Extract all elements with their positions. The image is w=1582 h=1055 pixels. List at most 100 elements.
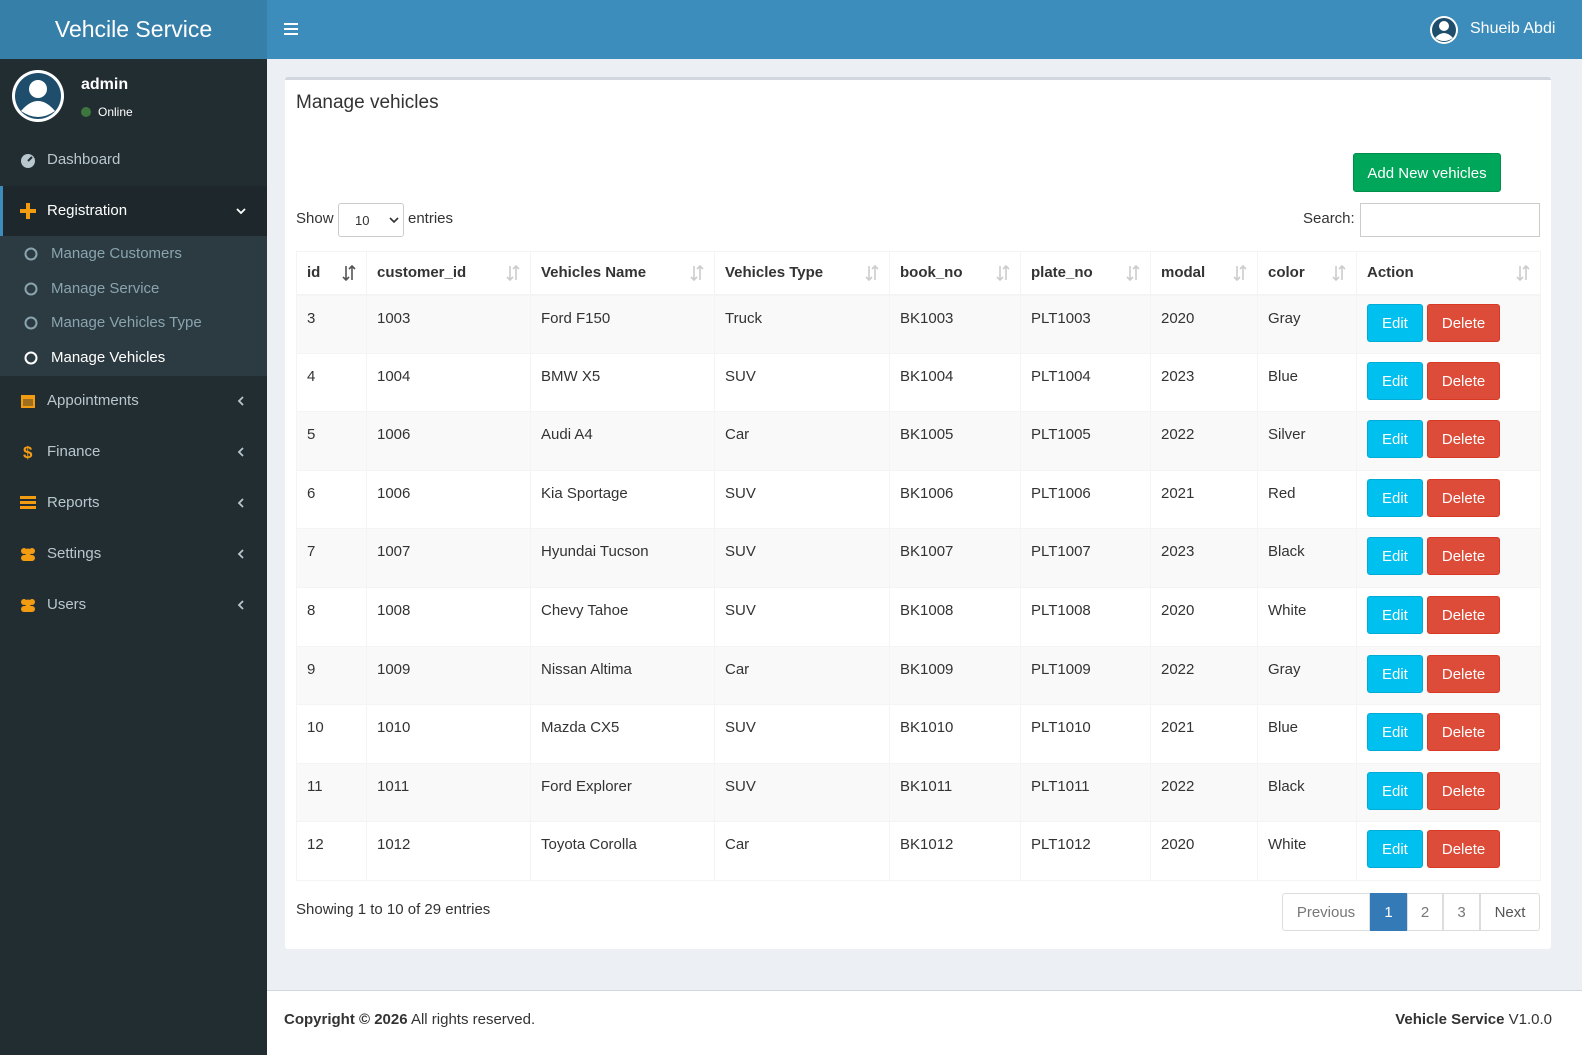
edit-button[interactable]: Edit	[1367, 713, 1423, 752]
column-header[interactable]: color	[1257, 251, 1357, 296]
menu-toggle[interactable]	[284, 23, 298, 35]
cell: BK1009	[889, 645, 1021, 706]
delete-button[interactable]: Delete	[1426, 478, 1501, 517]
menu-item[interactable]: Appointments	[0, 376, 267, 426]
column-header[interactable]: Action	[1356, 251, 1541, 296]
cell: 1010	[366, 704, 531, 764]
menu-icon	[21, 154, 35, 168]
cell: PLT1008	[1020, 586, 1151, 647]
table-row: 6 1006 Kia Sportage SUV BK1006 PLT1006 2021 Red…	[296, 469, 1541, 530]
cell: PLT1010	[1020, 704, 1151, 764]
page-button[interactable]: 2	[1407, 893, 1443, 931]
delete-button[interactable]: Delete	[1426, 713, 1501, 752]
delete-button[interactable]: Delete	[1426, 595, 1501, 634]
cell: 4	[296, 352, 367, 413]
header-row: id customer_id Vehicles Name Vehicles Type b…	[296, 251, 1541, 296]
column-header[interactable]: id	[296, 251, 367, 296]
user-name[interactable]: Shueib Abdi	[1470, 20, 1556, 37]
edit-button[interactable]: Edit	[1367, 654, 1423, 693]
menu-item[interactable]: Reports	[0, 478, 267, 528]
cell: SUV	[714, 528, 890, 588]
submenu-item[interactable]: Manage Service	[0, 271, 267, 306]
cell: 2023	[1150, 352, 1258, 413]
circle-icon	[24, 247, 38, 261]
column-header[interactable]: plate_no	[1020, 251, 1151, 296]
submenu-label: Manage Customers	[51, 245, 182, 262]
cell: SUV	[714, 352, 890, 413]
circle-icon	[24, 351, 38, 365]
delete-button[interactable]: Delete	[1426, 361, 1501, 400]
cell: Blue	[1257, 352, 1357, 413]
cell: White	[1257, 821, 1357, 881]
table-row: 12 1012 Toyota Corolla Car BK1012 PLT1012 2020…	[296, 821, 1541, 881]
page-button[interactable]: 3	[1443, 893, 1480, 931]
delete-button[interactable]: Delete	[1426, 420, 1501, 459]
column-label: id	[307, 264, 321, 282]
menu-item[interactable]: Dashboard	[0, 135, 267, 185]
version: V1.0.0	[1508, 1011, 1552, 1028]
cell: Car	[714, 645, 890, 706]
submenu-item[interactable]: Manage Customers	[0, 236, 267, 271]
menu-label: Finance	[47, 443, 101, 460]
cell: 8	[296, 586, 367, 647]
menu-item[interactable]: Finance $	[0, 427, 267, 477]
delete-button[interactable]: Delete	[1426, 303, 1501, 342]
cell: SUV	[714, 704, 890, 764]
cell: 1011	[366, 762, 531, 823]
cell: Nissan Altima	[530, 645, 715, 706]
brand[interactable]: Vehcile Service	[0, 0, 267, 59]
menu-label: Users	[47, 596, 87, 613]
column-header[interactable]: Vehicles Type	[714, 251, 890, 296]
sort-icon	[1233, 265, 1247, 281]
action-cell: Edit Delete	[1356, 762, 1541, 823]
action-cell: Edit Delete	[1356, 704, 1541, 764]
status: Online	[98, 105, 133, 119]
cell: Black	[1257, 762, 1357, 823]
edit-button[interactable]: Edit	[1367, 478, 1423, 517]
menu-item[interactable]: Settings	[0, 529, 267, 579]
menu-item[interactable]: Registration	[0, 186, 267, 236]
column-header[interactable]: book_no	[889, 251, 1021, 296]
edit-button[interactable]: Edit	[1367, 303, 1423, 342]
cell: 1006	[366, 411, 531, 471]
delete-button[interactable]: Delete	[1426, 771, 1501, 810]
edit-button[interactable]: Edit	[1367, 537, 1423, 576]
table-row: 11 1011 Ford Explorer SUV BK1011 PLT1011 2022 B…	[296, 762, 1541, 823]
edit-button[interactable]: Edit	[1367, 595, 1423, 634]
sidebar: admin Online Dashboard Registration Manage…	[0, 59, 267, 1055]
admin-name: admin	[81, 76, 129, 93]
page-button[interactable]: 1	[1370, 893, 1407, 931]
add-button[interactable]: Add New vehicles	[1353, 153, 1501, 192]
table-row: 8 1008 Chevy Tahoe SUV BK1008 PLT1008 2020 Whit…	[296, 586, 1541, 647]
cell: Ford F150	[530, 294, 715, 354]
edit-button[interactable]: Edit	[1367, 771, 1423, 810]
menu-item[interactable]: Users	[0, 580, 267, 630]
column-label: Vehicles Type	[725, 264, 824, 282]
cell: 2022	[1150, 762, 1258, 823]
page-button[interactable]: Next	[1480, 893, 1540, 931]
cell: 1009	[366, 645, 531, 706]
edit-button[interactable]: Edit	[1367, 830, 1423, 869]
app-name: Vehicle Service	[1395, 1011, 1505, 1028]
submenu-item[interactable]: Manage Vehicles	[0, 340, 267, 375]
cell: BK1012	[889, 821, 1021, 881]
delete-button[interactable]: Delete	[1426, 654, 1501, 693]
delete-button[interactable]: Delete	[1426, 537, 1501, 576]
column-header[interactable]: customer_id	[366, 251, 531, 296]
edit-button[interactable]: Edit	[1367, 420, 1423, 459]
action-cell: Edit Delete	[1356, 645, 1541, 706]
cell: 1004	[366, 352, 531, 413]
column-header[interactable]: Vehicles Name	[530, 251, 715, 296]
submenu-item[interactable]: Manage Vehicles Type	[0, 305, 267, 340]
menu-icon	[20, 496, 36, 509]
column-label: customer_id	[377, 264, 467, 282]
column-header[interactable]: modal	[1150, 251, 1258, 296]
table-row: 7 1007 Hyundai Tucson SUV BK1007 PLT1007 2023 B…	[296, 528, 1541, 588]
search-input[interactable]	[1360, 203, 1540, 237]
delete-button[interactable]: Delete	[1426, 830, 1501, 869]
edit-button[interactable]: Edit	[1367, 361, 1423, 400]
cell: Chevy Tahoe	[530, 586, 715, 647]
user-avatar[interactable]	[1429, 15, 1459, 45]
length-select[interactable]: 10	[338, 203, 404, 237]
page-button[interactable]: Previous	[1282, 893, 1370, 931]
